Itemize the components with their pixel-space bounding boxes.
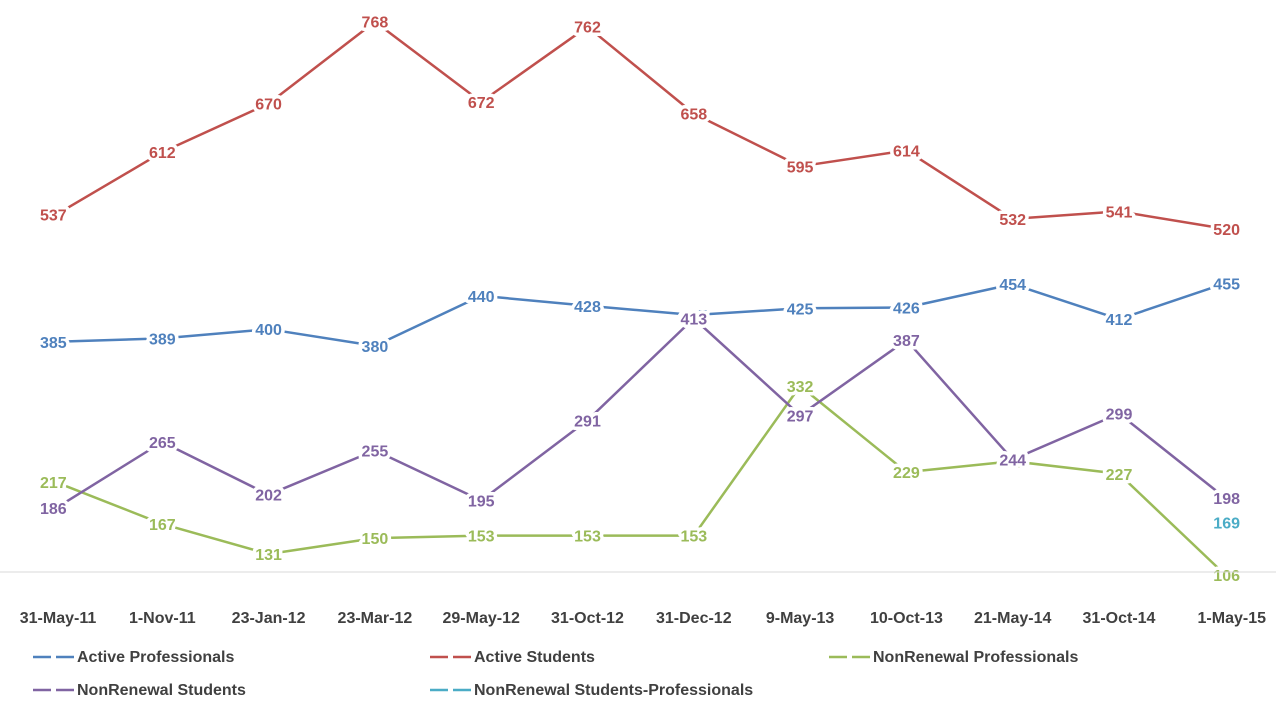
data-label-s3-p4: 195 [468, 494, 495, 511]
data-label-s0-p10: 412 [1106, 312, 1133, 329]
series-line-3 [55, 317, 1227, 510]
data-label-s2-p2: 131 [255, 547, 282, 564]
data-label-s3-p5: 291 [574, 413, 601, 430]
data-label-s1-p10: 541 [1106, 204, 1133, 221]
data-label-s0-p6: 417 [680, 308, 707, 325]
data-label-s1-p2: 670 [255, 97, 282, 114]
data-label-s3-p1: 265 [149, 435, 176, 452]
x-tick-label: 23-Jan-12 [232, 610, 306, 627]
data-label-s0-p2: 400 [255, 322, 282, 339]
data-label-s2-p5: 153 [574, 529, 601, 546]
x-tick-label: 31-Dec-12 [656, 610, 732, 627]
data-label-s1-p8: 614 [893, 143, 920, 160]
data-label-s0-p5: 428 [574, 299, 601, 316]
data-label-s2-p4: 153 [468, 529, 495, 546]
x-tick-label: 29-May-12 [443, 610, 520, 627]
series-line-0 [55, 282, 1226, 348]
data-label-s1-p1: 612 [149, 145, 176, 162]
legend-label-0: Active Professionals [77, 649, 235, 666]
data-label-s1-p6: 658 [680, 107, 707, 124]
data-label-s2-p0: 217 [40, 475, 67, 492]
data-label-s0-p8: 426 [893, 301, 920, 318]
data-label-s3-p3: 255 [362, 443, 389, 460]
data-label-s3-p10: 299 [1106, 407, 1133, 424]
x-tick-label: 31-Oct-14 [1083, 610, 1156, 627]
data-label-s3-p0: 186 [40, 501, 67, 518]
legend-item-4: NonRenewal Students-Professionals [430, 682, 753, 699]
legend-label-3: NonRenewal Students [77, 682, 246, 699]
data-label-s2-p7: 332 [787, 379, 814, 396]
data-label-s2-p10: 227 [1106, 467, 1133, 484]
data-label-s2-p6: 153 [680, 529, 707, 546]
legend-item-2: NonRenewal Professionals [829, 649, 1078, 666]
data-label-s2-p3: 150 [362, 531, 389, 548]
x-axis-tick-labels: 31-May-11 1-Nov-11 23-Jan-12 23-Mar-12 29-Ma… [20, 610, 1266, 627]
legend-item-0: Active Professionals [33, 649, 235, 666]
data-label-s1-p4: 672 [468, 95, 495, 112]
legend-item-1: Active Students [430, 649, 595, 666]
legend-label-4: NonRenewal Students-Professionals [474, 682, 753, 699]
x-tick-label: 10-Oct-13 [870, 610, 943, 627]
data-label-s1-p7: 595 [787, 159, 814, 176]
data-label-s1-p5: 762 [574, 20, 601, 37]
data-label-s3-p2: 202 [255, 488, 282, 505]
data-label-s1-p11: 520 [1213, 222, 1240, 239]
data-label-s2-p9: 242 [999, 454, 1026, 471]
data-label-s0-p1: 389 [149, 331, 176, 348]
data-labels: 385 389 400 380 440 428 417 425 426 454 412 455 537 6… [37, 11, 1244, 588]
x-tick-label: 1-Nov-11 [129, 610, 196, 627]
x-tick-label: 23-Mar-12 [338, 610, 413, 627]
legend-label-2: NonRenewal Professionals [873, 649, 1078, 666]
data-label-s0-p4: 440 [468, 289, 495, 306]
data-label-s0-p11: 455 [1213, 276, 1240, 293]
legend-item-3: NonRenewal Students [33, 682, 246, 699]
x-tick-label: 31-Oct-12 [551, 610, 624, 627]
data-label-s2-p1: 167 [149, 517, 176, 534]
data-label-s0-p9: 454 [999, 277, 1026, 294]
legend: Active Professionals Active Students NonRe… [33, 649, 1078, 699]
data-label-s3-p8: 387 [893, 333, 920, 350]
data-label-s2-p11: 106 [1213, 568, 1240, 585]
data-label-s1-p0: 537 [40, 208, 67, 225]
x-tick-label: 21-May-14 [974, 610, 1051, 627]
data-label-s3-p11: 198 [1213, 491, 1240, 508]
x-tick-label: 31-May-11 [20, 610, 97, 627]
data-label-s3-p9: 244 [999, 453, 1026, 470]
data-label-s1-p3: 768 [362, 15, 389, 32]
data-label-s0-p0: 385 [40, 335, 67, 352]
data-label-s1-p9: 532 [999, 212, 1026, 229]
series-line-2 [55, 384, 1227, 576]
data-label-s4-p11: 169 [1213, 515, 1240, 532]
x-tick-label: 1-May-15 [1198, 610, 1267, 627]
data-label-s2-p8: 229 [893, 465, 920, 482]
data-label-s0-p7: 425 [787, 301, 814, 318]
legend-label-1: Active Students [474, 649, 595, 666]
data-label-s0-p3: 380 [362, 339, 389, 356]
series-lines [55, 20, 1227, 576]
series-line-1 [55, 20, 1226, 231]
data-label-s3-p6: 413 [680, 311, 707, 328]
x-tick-label: 9-May-13 [766, 610, 835, 627]
data-label-s3-p7: 297 [787, 408, 814, 425]
